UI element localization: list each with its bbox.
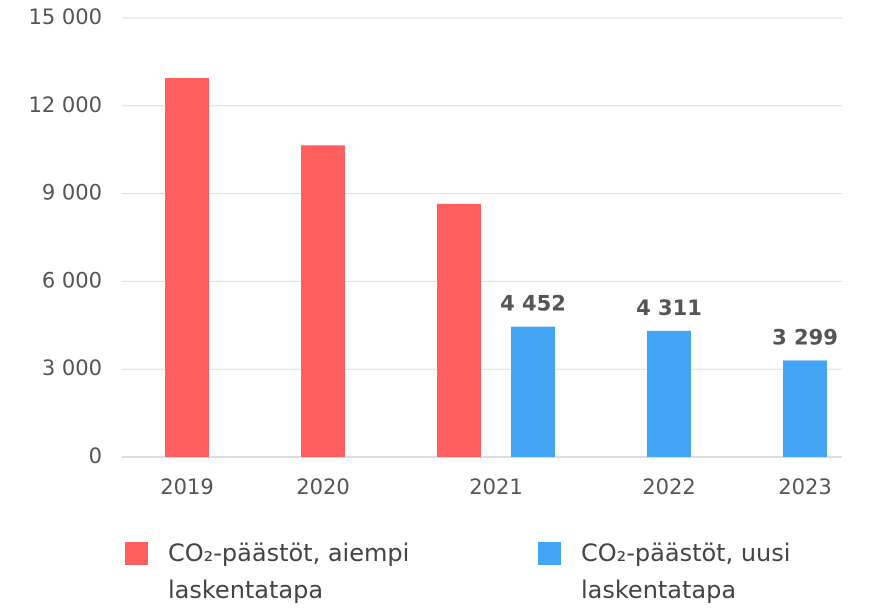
x-tick-label: 2021 — [469, 475, 522, 499]
legend-label: CO₂-päästöt, uusi laskentatapa — [581, 539, 791, 604]
legend-swatch — [538, 542, 561, 565]
legend-label: CO₂-päästöt, aiempi laskentatapa — [168, 539, 410, 604]
y-tick-label: 0 — [89, 444, 102, 468]
data-label: 4 452 — [500, 292, 566, 316]
x-tick-label: 2020 — [296, 475, 349, 499]
data-label: 4 311 — [636, 296, 702, 320]
x-tick-label: 2019 — [160, 475, 213, 499]
bar — [165, 77, 209, 457]
bar — [647, 330, 691, 457]
data-label: 3 299 — [772, 325, 838, 349]
plot: 0 3 000 6 000 9 000 12 000 15 000 2019 2020 4 45… — [29, 5, 842, 499]
y-tick-label: 15 000 — [29, 5, 102, 29]
bar — [437, 203, 481, 457]
y-tick-label: 6 000 — [42, 268, 102, 292]
legend-item: CO₂-päästöt, aiempi laskentatapa — [125, 535, 468, 609]
x-tick-label: 2022 — [642, 475, 695, 499]
bar — [783, 360, 827, 457]
y-tick-label: 3 000 — [42, 356, 102, 380]
y-tick-label: 9 000 — [42, 181, 102, 205]
legend-swatch — [125, 542, 148, 565]
bar — [511, 326, 555, 457]
y-tick-label: 12 000 — [29, 93, 102, 117]
legend-item: CO₂-päästöt, uusi laskentatapa — [538, 535, 869, 609]
x-tick-label: 2023 — [778, 475, 831, 499]
bar — [301, 145, 345, 457]
